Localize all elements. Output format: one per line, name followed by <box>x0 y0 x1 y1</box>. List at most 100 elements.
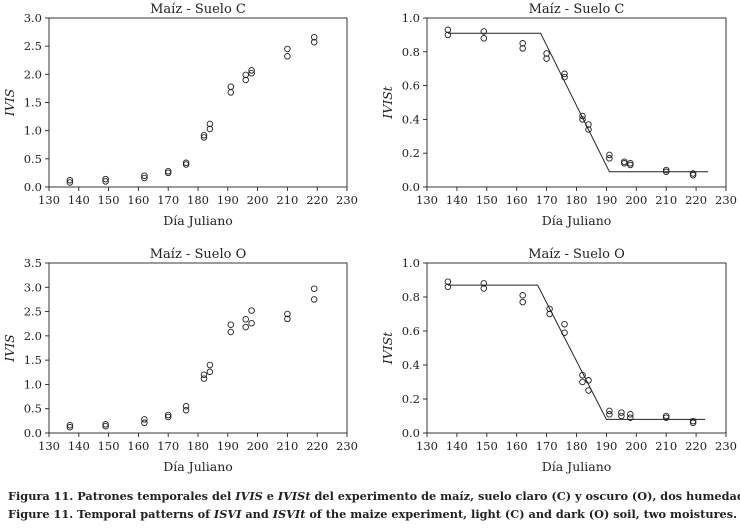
data-point <box>200 134 208 141</box>
x-tick-label: 210 <box>655 193 677 207</box>
x-axis-label: Día Juliano <box>542 213 612 228</box>
data-point <box>310 33 318 41</box>
plot-frame <box>48 262 348 434</box>
data-point <box>141 416 148 423</box>
data-point <box>561 73 568 81</box>
x-tick-label: 130 <box>416 193 438 207</box>
panel-title: Maíz - Suelo C <box>150 2 246 17</box>
y-tick-label: 1.0 <box>402 11 420 25</box>
x-tick-label: 230 <box>715 439 737 453</box>
x-tick-label: 230 <box>336 439 358 453</box>
y-tick-label: 1.0 <box>402 256 420 270</box>
y-tick-label: 0.5 <box>24 402 42 416</box>
data-point <box>284 315 291 323</box>
data-point <box>227 89 235 96</box>
data-point <box>242 316 249 323</box>
data-point <box>102 421 109 428</box>
y-tick-label: 0.6 <box>402 324 420 338</box>
x-tick-label: 130 <box>38 193 60 207</box>
data-point <box>627 161 634 169</box>
data-point <box>66 179 74 186</box>
data-point <box>182 403 190 410</box>
y-tick-label: 1.0 <box>24 124 42 138</box>
caption-es-term-ivist: IVISt <box>277 489 311 503</box>
data-point <box>546 305 553 313</box>
x-tick-label: 140 <box>68 439 90 453</box>
data-point <box>618 409 625 416</box>
chart-panel-3: Maíz - Suelo O 130 140 150 160 170 180 190 200 21… <box>2 247 358 474</box>
data-point <box>561 329 568 336</box>
data-point <box>606 151 613 159</box>
figure-caption-spanish: Figura 11. Patrones temporales del IVIS … <box>8 489 740 503</box>
data-point <box>606 155 613 162</box>
caption-en-lead: Figure 11. Temporal patterns of <box>8 507 214 521</box>
x-tick-label: 220 <box>306 439 328 453</box>
x-tick-label: 200 <box>247 193 269 207</box>
data-point <box>248 307 255 314</box>
data-point <box>585 126 592 133</box>
chart-panel-4: Maíz - Suelo O 130 140 150 160 170 180 190 200 21… <box>380 247 737 474</box>
data-point <box>444 283 452 291</box>
data-point <box>66 421 74 429</box>
y-tick-label: 1.5 <box>24 96 42 110</box>
figure-caption-english: Figure 11. Temporal patterns of ISVI and… <box>8 507 738 521</box>
y-tick-label: 0.2 <box>402 146 420 160</box>
caption-en-term-isvit: ISVIt <box>272 507 306 521</box>
data-point <box>182 406 190 414</box>
x-tick-label: 220 <box>685 439 707 453</box>
chart-panel-2: Maíz - Suelo C 130 140 150 160 170 180 190 200 21… <box>380 2 737 228</box>
data-point <box>310 285 318 292</box>
caption-en-rest: of the maize experiment, light (C) and d… <box>305 507 738 521</box>
data-point <box>200 375 208 382</box>
data-point <box>579 378 586 386</box>
y-tick-label: 0.0 <box>24 180 42 194</box>
y-axis-label: IVIS <box>2 89 17 117</box>
y-tick-label: 3.0 <box>24 11 42 25</box>
data-point <box>606 407 613 415</box>
data-point <box>662 412 670 420</box>
x-tick-label: 150 <box>98 439 120 453</box>
data-point <box>627 160 634 167</box>
x-tick-label: 230 <box>336 193 358 207</box>
data-point <box>480 28 488 35</box>
caption-en-term-isvi: ISVI <box>213 507 242 521</box>
data-point <box>141 174 148 182</box>
data-point <box>164 413 172 421</box>
x-tick-label: 130 <box>38 439 60 453</box>
y-tick-label: 0.8 <box>402 45 420 59</box>
x-tick-label: 160 <box>506 439 528 453</box>
data-point <box>227 328 235 336</box>
caption-es-join: e <box>262 489 278 503</box>
data-point <box>627 414 634 421</box>
data-point <box>242 76 249 84</box>
x-tick-label: 150 <box>476 193 498 207</box>
plot-frame <box>426 262 727 434</box>
x-tick-label: 210 <box>655 439 677 453</box>
data-point <box>579 371 586 379</box>
x-tick-label: 150 <box>98 193 120 207</box>
caption-es-rest: del experimento de maíz, suelo claro (C)… <box>310 489 740 503</box>
data-point <box>621 158 628 165</box>
data-point <box>182 161 190 168</box>
data-point <box>561 70 568 78</box>
data-point <box>543 55 550 62</box>
x-tick-label: 150 <box>476 439 498 453</box>
caption-en-join: and <box>241 507 273 521</box>
y-tick-label: 0.0 <box>402 180 420 194</box>
data-point <box>310 296 318 303</box>
x-tick-label: 190 <box>217 439 239 453</box>
x-tick-label: 200 <box>625 439 647 453</box>
data-point <box>585 377 592 384</box>
x-tick-label: 180 <box>566 193 588 207</box>
x-tick-label: 170 <box>536 193 558 207</box>
data-point <box>206 120 214 128</box>
data-point <box>102 422 109 430</box>
data-point <box>444 26 452 34</box>
chart-panel-1: Maíz - Suelo C 130 140 150 160 170 180 190 200 21… <box>2 2 358 228</box>
y-tick-label: 2.0 <box>24 329 42 343</box>
y-tick-label: 0.6 <box>402 79 420 93</box>
data-point <box>182 159 190 167</box>
data-point <box>66 176 74 184</box>
fit-line <box>447 284 706 420</box>
